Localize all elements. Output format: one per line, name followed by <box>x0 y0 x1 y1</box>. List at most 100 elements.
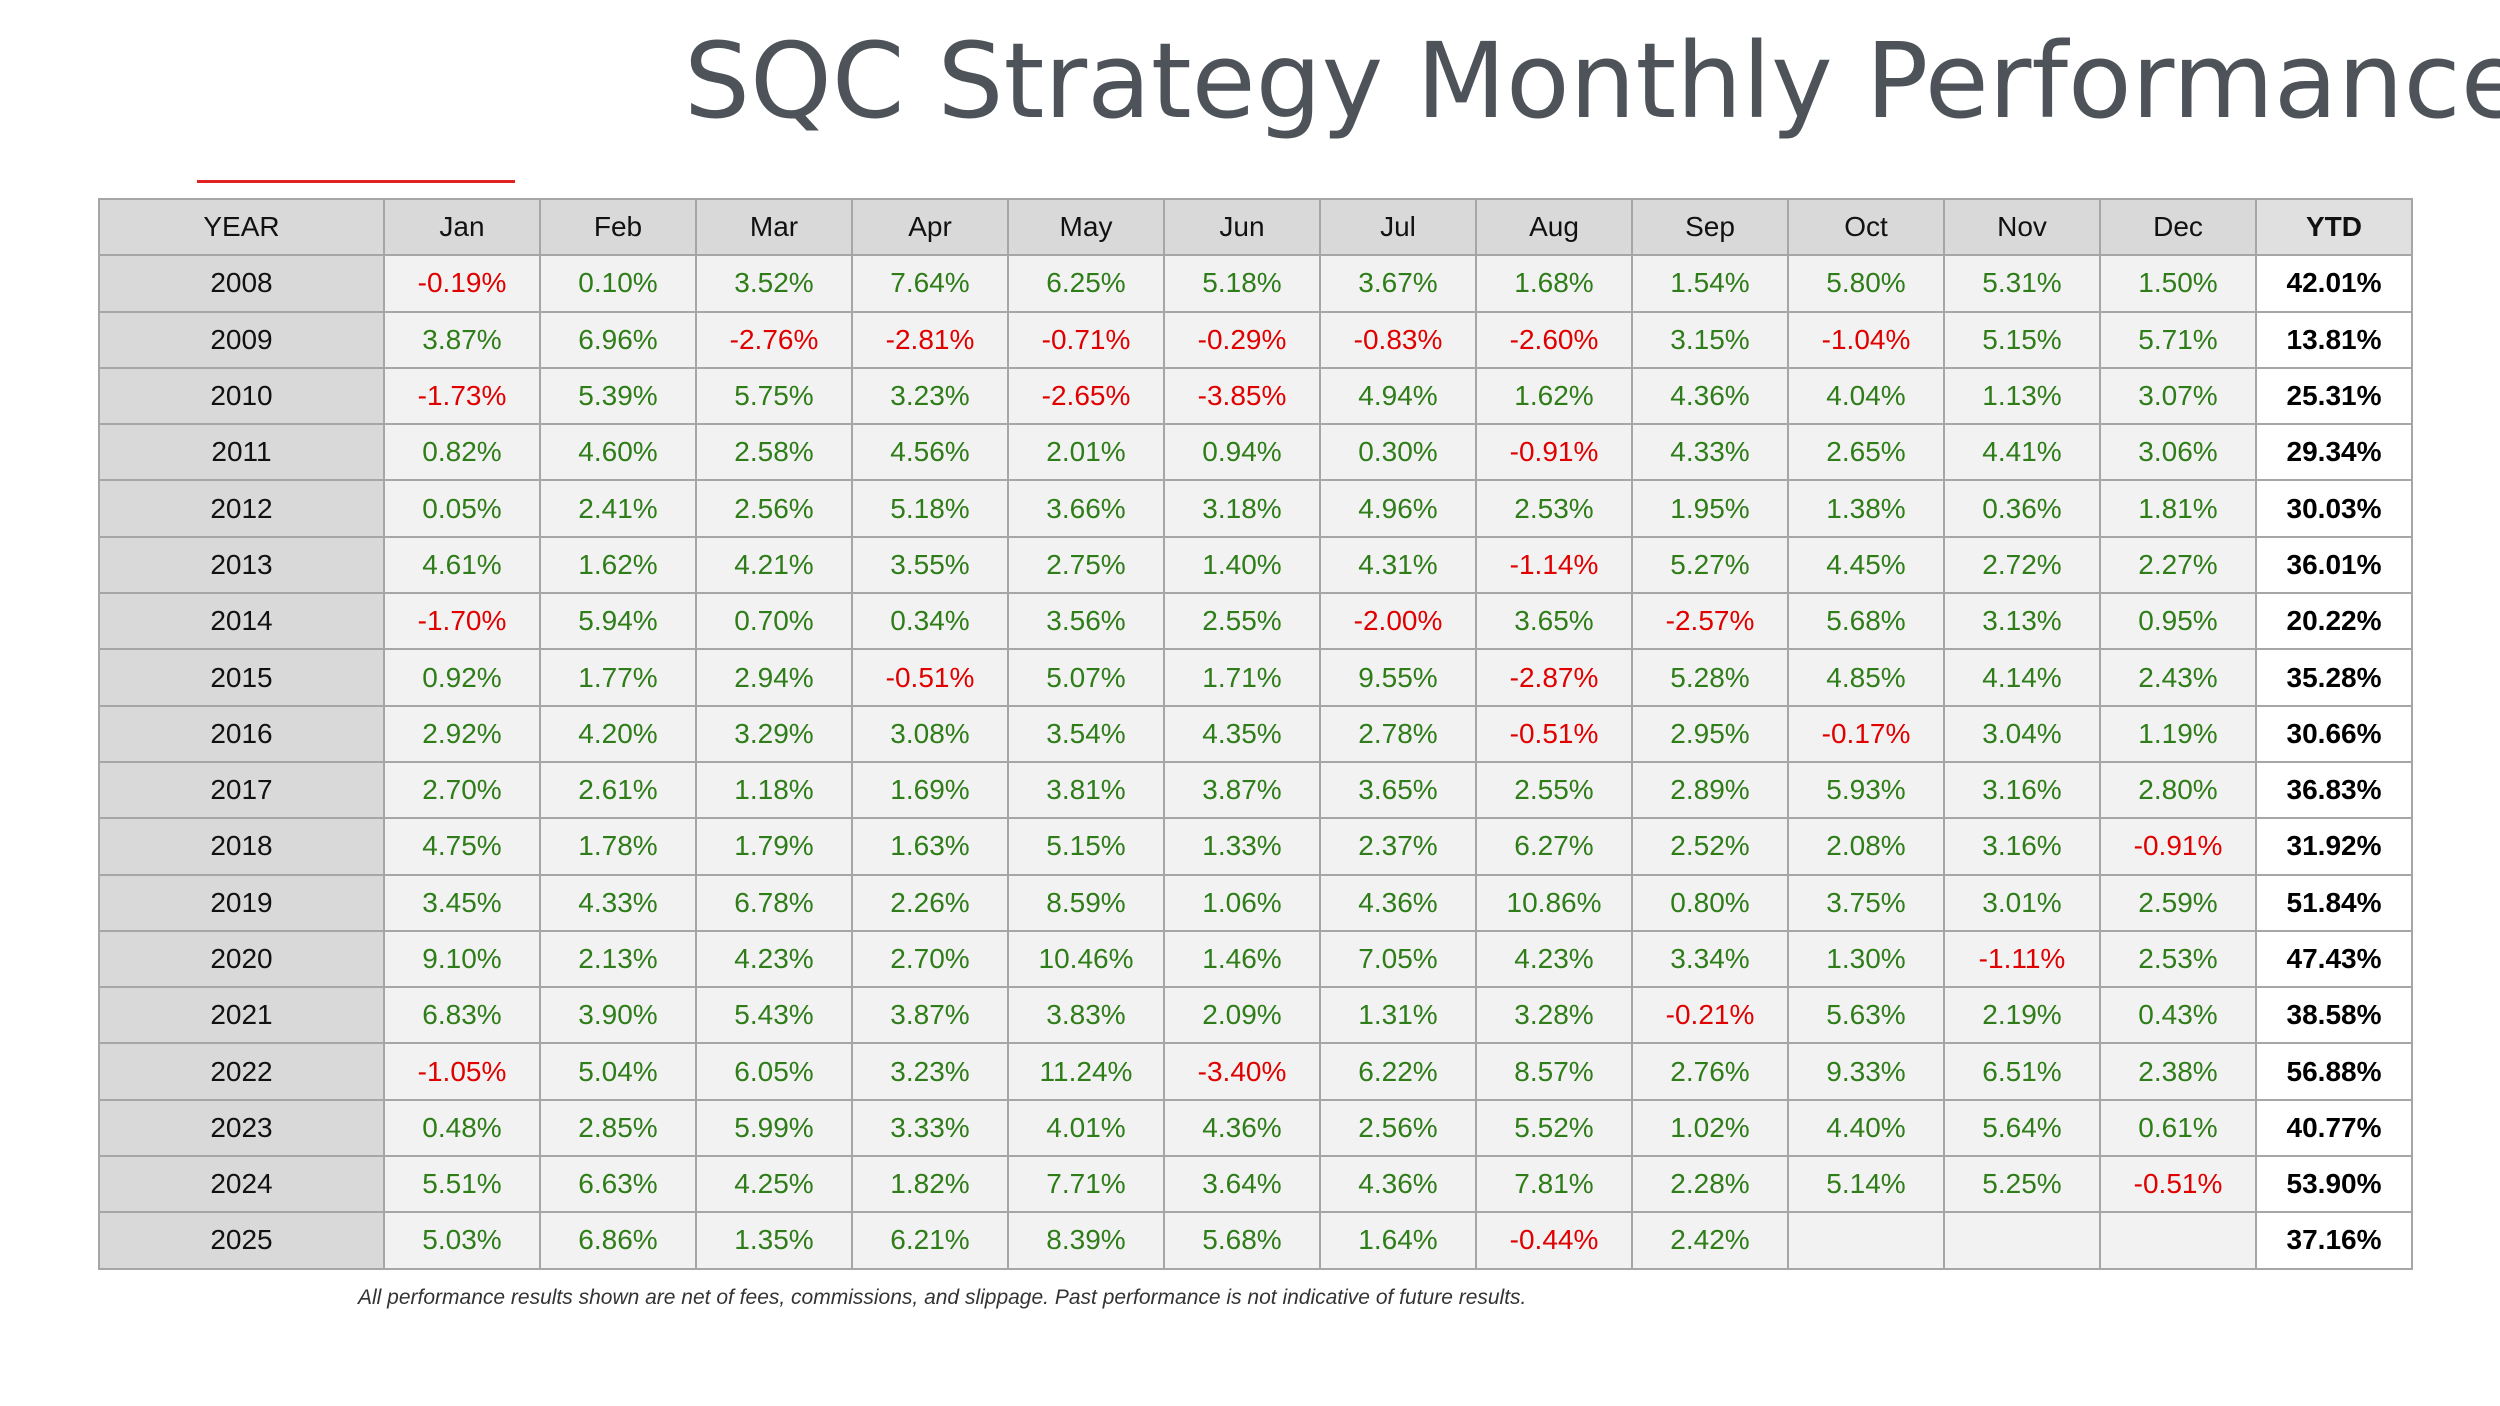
monthly-return-cell: 3.54% <box>1007 704 1165 763</box>
ytd-cell: 38.58% <box>2255 986 2413 1045</box>
monthly-return-cell: 5.28% <box>1631 648 1789 707</box>
monthly-return-cell: -1.73% <box>383 366 541 426</box>
ytd-cell: 36.83% <box>2255 760 2413 820</box>
monthly-return-cell: 4.41% <box>1943 423 2101 482</box>
monthly-return-cell: 2.56% <box>695 479 853 538</box>
year-cell: 2024 <box>98 1155 385 1214</box>
year-cell: 2021 <box>98 986 385 1045</box>
monthly-return-cell: -2.76% <box>695 310 853 369</box>
monthly-return-cell: -2.81% <box>851 310 1009 369</box>
monthly-return-cell: 2.13% <box>539 929 697 989</box>
monthly-return-cell: -0.91% <box>2099 817 2257 876</box>
monthly-return-cell: 5.71% <box>2099 310 2257 369</box>
monthly-return-cell: 2.08% <box>1787 817 1945 876</box>
monthly-return-cell: 5.63% <box>1787 986 1945 1045</box>
monthly-return-cell: 4.45% <box>1787 535 1945 595</box>
table-row: 2020 9.10% 2.13% 4.23% 2.70% 10.46% 1.46% 7.05%… <box>98 929 2413 989</box>
monthly-return-cell: 4.36% <box>1163 1098 1321 1158</box>
month-header-apr: Apr <box>851 197 1009 257</box>
monthly-return-cell: 2.70% <box>383 760 541 820</box>
monthly-return-cell: 4.33% <box>539 873 697 932</box>
monthly-return-cell: 4.61% <box>383 535 541 595</box>
monthly-return-cell: 2.42% <box>1631 1211 1789 1270</box>
monthly-return-cell: 10.46% <box>1007 929 1165 989</box>
monthly-return-cell: 0.05% <box>383 479 541 538</box>
monthly-return-cell: 3.67% <box>1319 254 1477 313</box>
monthly-return-cell: 2.09% <box>1163 986 1321 1045</box>
monthly-return-cell: 5.51% <box>383 1155 541 1214</box>
year-cell: 2023 <box>98 1098 385 1158</box>
monthly-return-cell: 1.06% <box>1163 873 1321 932</box>
month-header-sep: Sep <box>1631 197 1789 257</box>
monthly-return-cell: 2.55% <box>1475 760 1633 820</box>
monthly-return-cell: 2.41% <box>539 479 697 538</box>
monthly-return-cell: 4.40% <box>1787 1098 1945 1158</box>
monthly-return-cell: 1.18% <box>695 760 853 820</box>
monthly-return-cell: 1.50% <box>2099 254 2257 313</box>
month-header-feb: Feb <box>539 197 697 257</box>
monthly-return-cell: 5.04% <box>539 1042 697 1101</box>
monthly-return-cell: 6.22% <box>1319 1042 1477 1101</box>
monthly-return-cell: 3.87% <box>851 986 1009 1045</box>
monthly-return-cell: -0.91% <box>1475 423 1633 482</box>
ytd-cell: 30.66% <box>2255 704 2413 763</box>
monthly-return-cell: 0.80% <box>1631 873 1789 932</box>
monthly-return-cell: 4.35% <box>1163 704 1321 763</box>
monthly-return-cell: 4.56% <box>851 423 1009 482</box>
monthly-return-cell: -3.40% <box>1163 1042 1321 1101</box>
table-row: 2025 5.03% 6.86% 1.35% 6.21% 8.39% 5.68% 1.64% -… <box>98 1211 2413 1270</box>
monthly-return-cell: 0.82% <box>383 423 541 482</box>
monthly-return-cell: 1.62% <box>1475 366 1633 426</box>
ytd-cell: 51.84% <box>2255 873 2413 932</box>
monthly-return-cell: 1.38% <box>1787 479 1945 538</box>
page-title: SQC Strategy Monthly Performance <box>684 20 2500 142</box>
year-cell: 2008 <box>98 254 385 313</box>
monthly-return-cell: 1.79% <box>695 817 853 876</box>
monthly-return-cell: -2.60% <box>1475 310 1633 369</box>
monthly-return-cell: 2.53% <box>1475 479 1633 538</box>
year-cell: 2015 <box>98 648 385 707</box>
monthly-return-cell: 4.25% <box>695 1155 853 1214</box>
monthly-return-cell: 6.78% <box>695 873 853 932</box>
monthly-return-cell: 3.18% <box>1163 479 1321 538</box>
monthly-return-cell: 5.18% <box>851 479 1009 538</box>
monthly-return-cell: 3.28% <box>1475 986 1633 1045</box>
monthly-return-cell: -1.70% <box>383 592 541 651</box>
ytd-cell: 13.81% <box>2255 310 2413 369</box>
ytd-cell: 37.16% <box>2255 1211 2413 1270</box>
monthly-return-cell: 4.14% <box>1943 648 2101 707</box>
monthly-return-cell: 7.64% <box>851 254 1009 313</box>
monthly-return-cell: 2.59% <box>2099 873 2257 932</box>
monthly-return-cell: 0.10% <box>539 254 697 313</box>
disclaimer-note: All performance results shown are net of… <box>358 1286 1527 1309</box>
monthly-return-cell: 4.36% <box>1631 366 1789 426</box>
monthly-return-cell: 5.03% <box>383 1211 541 1270</box>
monthly-return-cell: 3.65% <box>1319 760 1477 820</box>
monthly-return-cell: 5.43% <box>695 986 853 1045</box>
year-cell: 2020 <box>98 929 385 989</box>
monthly-return-cell: 4.01% <box>1007 1098 1165 1158</box>
monthly-return-cell: 4.04% <box>1787 366 1945 426</box>
monthly-return-cell: 2.43% <box>2099 648 2257 707</box>
performance-table: YEAR Jan Feb Mar Apr May Jun Jul Aug Sep Oct Nov De… <box>98 197 2413 1270</box>
monthly-return-cell: 3.33% <box>851 1098 1009 1158</box>
monthly-return-cell: 0.34% <box>851 592 1009 651</box>
monthly-return-cell: 4.94% <box>1319 366 1477 426</box>
monthly-return-cell: 2.52% <box>1631 817 1789 876</box>
monthly-return-cell: 0.70% <box>695 592 853 651</box>
monthly-return-cell: 8.59% <box>1007 873 1165 932</box>
ytd-cell: 20.22% <box>2255 592 2413 651</box>
monthly-return-cell: 3.34% <box>1631 929 1789 989</box>
year-cell: 2010 <box>98 366 385 426</box>
ytd-column-header: YTD <box>2255 197 2413 257</box>
monthly-return-cell: 9.10% <box>383 929 541 989</box>
ytd-cell: 31.92% <box>2255 817 2413 876</box>
month-header-oct: Oct <box>1787 197 1945 257</box>
monthly-return-cell: 1.30% <box>1787 929 1945 989</box>
monthly-return-cell: 6.25% <box>1007 254 1165 313</box>
table-row: 2008 -0.19% 0.10% 3.52% 7.64% 6.25% 5.18% 3.67%… <box>98 254 2413 313</box>
monthly-return-cell: 5.68% <box>1163 1211 1321 1270</box>
monthly-return-cell: 2.19% <box>1943 986 2101 1045</box>
monthly-return-cell: -0.19% <box>383 254 541 313</box>
monthly-return-cell: 2.55% <box>1163 592 1321 651</box>
